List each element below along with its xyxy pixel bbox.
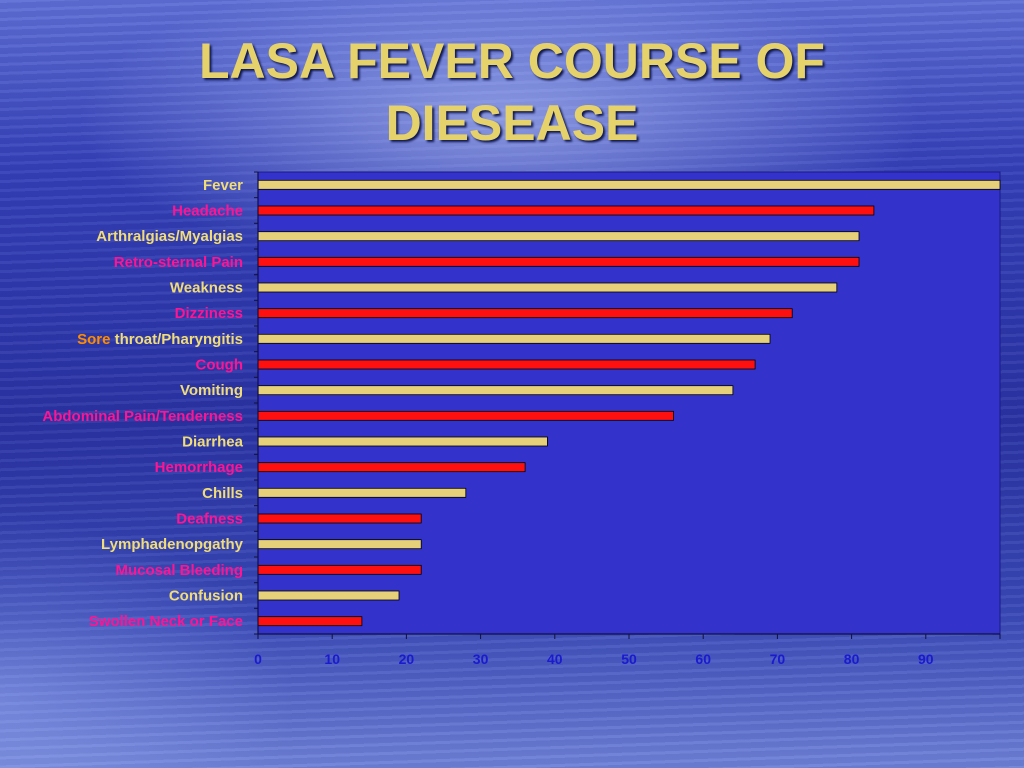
bar-10 [257,410,674,421]
bar-7 [257,333,771,344]
category-label-part: throat/Pharyngitis [115,331,243,348]
category-labels-group: Fever Headache Arthralgias/Myalgias Retro-s… [42,177,243,630]
x-tick-label-10: 10 [324,651,340,667]
bar-5 [257,282,838,293]
x-tick-label-40: 40 [547,651,563,667]
bar-15 [257,539,422,550]
bar-18 [257,616,363,627]
bar-16 [257,564,422,575]
x-tick-label-60: 60 [695,651,711,667]
category-label-17: Confusion [169,588,243,605]
category-label-1: Fever [203,177,243,194]
x-tick-label-70: 70 [770,651,786,667]
plot-area [257,171,1001,635]
bar-11 [257,436,548,447]
bars-group [257,179,1001,627]
category-label-10: Abdominal Pain/Tenderness [42,408,243,425]
category-label-14: Deafness [176,511,243,528]
bar-6 [257,308,793,319]
category-label-5: Weakness [170,280,243,297]
x-tick-label-30: 30 [473,651,489,667]
category-label-3: Arthralgias/Myalgias [96,228,243,245]
category-label-18: Swollen Neck or Face [89,613,243,630]
category-label-13: Chills [202,485,243,502]
category-label-part: Sore [77,331,115,348]
x-tick-label-50: 50 [621,651,637,667]
bar-13 [257,487,467,498]
bar-14 [257,513,422,524]
category-label-16: Mucosal Bleeding [115,562,243,579]
bar-4 [257,256,860,267]
bar-1 [257,179,1001,190]
x-tick-labels-group: 0 10 20 30 40 50 60 70 80 90 [254,651,934,667]
bar-3 [257,231,860,242]
slide-title: LASA FEVER COURSE OF DIESEASE [0,30,1024,154]
category-label-9: Vomiting [180,382,243,399]
slide-title-line-1: LASA FEVER COURSE OF [199,33,825,89]
category-label-15: Lymphadenopgathy [101,536,244,553]
axes-group [254,171,1001,639]
x-tick-label-80: 80 [844,651,860,667]
category-label-12: Hemorrhage [155,459,243,476]
bar-8 [257,359,756,370]
x-tick-label-90: 90 [918,651,934,667]
category-label-4: Retro-sternal Pain [114,254,243,271]
bar-2 [257,205,875,216]
category-label-2: Headache [172,203,243,220]
bar-12 [257,462,526,473]
category-label-11: Diarrhea [182,434,244,451]
x-tick-label-0: 0 [254,651,262,667]
bar-9 [257,385,734,396]
category-label-6: Dizziness [175,305,243,322]
slide-title-line-2: DIESEASE [385,95,639,151]
category-label-7: Sore throat/Pharyngitis [77,331,243,348]
x-tick-label-20: 20 [399,651,415,667]
bar-17 [257,590,400,601]
category-label-8: Cough [196,357,243,374]
